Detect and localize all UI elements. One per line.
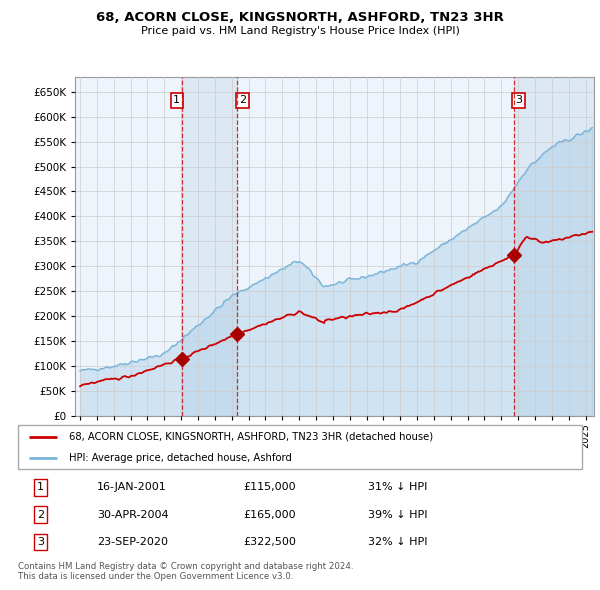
Text: HPI: Average price, detached house, Ashford: HPI: Average price, detached house, Ashf… [69, 453, 292, 463]
Text: Price paid vs. HM Land Registry's House Price Index (HPI): Price paid vs. HM Land Registry's House … [140, 26, 460, 36]
Text: 39% ↓ HPI: 39% ↓ HPI [368, 510, 427, 520]
Text: 3: 3 [37, 537, 44, 547]
Text: 68, ACORN CLOSE, KINGSNORTH, ASHFORD, TN23 3HR (detached house): 68, ACORN CLOSE, KINGSNORTH, ASHFORD, TN… [69, 432, 433, 442]
Text: 16-JAN-2001: 16-JAN-2001 [97, 483, 167, 493]
Text: 1: 1 [173, 96, 180, 106]
Text: £322,500: £322,500 [244, 537, 296, 547]
Text: Contains HM Land Registry data © Crown copyright and database right 2024.
This d: Contains HM Land Registry data © Crown c… [18, 562, 353, 581]
Text: 31% ↓ HPI: 31% ↓ HPI [368, 483, 427, 493]
Text: 68, ACORN CLOSE, KINGSNORTH, ASHFORD, TN23 3HR: 68, ACORN CLOSE, KINGSNORTH, ASHFORD, TN… [96, 11, 504, 24]
Text: 1: 1 [37, 483, 44, 493]
Text: £115,000: £115,000 [244, 483, 296, 493]
FancyBboxPatch shape [18, 425, 582, 469]
Bar [182, 77, 237, 416]
Text: 30-APR-2004: 30-APR-2004 [97, 510, 169, 520]
Text: £165,000: £165,000 [244, 510, 296, 520]
Bar [514, 77, 594, 416]
Text: 3: 3 [515, 96, 522, 106]
Text: 2: 2 [239, 96, 246, 106]
Text: 2: 2 [37, 510, 44, 520]
Text: 32% ↓ HPI: 32% ↓ HPI [368, 537, 427, 547]
Text: 23-SEP-2020: 23-SEP-2020 [97, 537, 168, 547]
